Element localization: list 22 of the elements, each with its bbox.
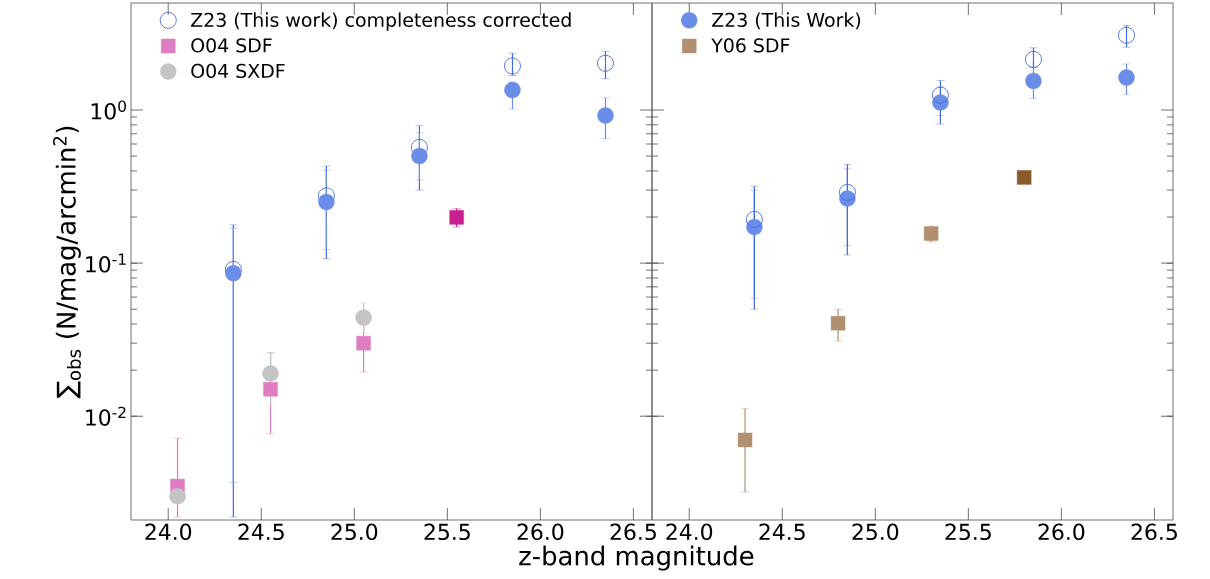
x-tick-label: 26.5 (1131, 523, 1177, 541)
y-tick-label: 10$^{-2}$ (86, 406, 126, 426)
y-tick-label: 10$^{0}$ (91, 100, 126, 120)
x-tick-label: 26.0 (517, 523, 564, 541)
x-tick-label: 25.0 (331, 523, 378, 541)
legend-label: O04 SDF (191, 38, 272, 53)
legend-label: O04 SXDF (191, 63, 285, 79)
x-tick-label: 25.0 (852, 523, 899, 541)
x-tick-label: 24.5 (238, 523, 284, 541)
y-tick-label: 10$^{-1}$ (86, 253, 126, 273)
x-tick-label: 24.0 (666, 523, 713, 541)
x-tick-label: 25.5 (945, 523, 991, 541)
legend-label: Z23 (This work) completeness corrected (191, 12, 571, 31)
x-axis-title: z-band magnitude (519, 545, 754, 571)
x-tick-label: 24.0 (145, 523, 192, 541)
x-tick-label: 24.5 (759, 523, 805, 541)
legend-label: Y06 SDF (711, 38, 790, 53)
x-tick-label: 25.5 (424, 523, 470, 541)
x-tick-label: 26.0 (1038, 523, 1085, 541)
y-axis-title: ∑$_{obs}$ (N/mag/arcmin$^{2}$) (53, 126, 81, 399)
x-tick-label: 26.5 (610, 523, 656, 541)
legend-label: Z23 (This Work) (712, 12, 861, 30)
